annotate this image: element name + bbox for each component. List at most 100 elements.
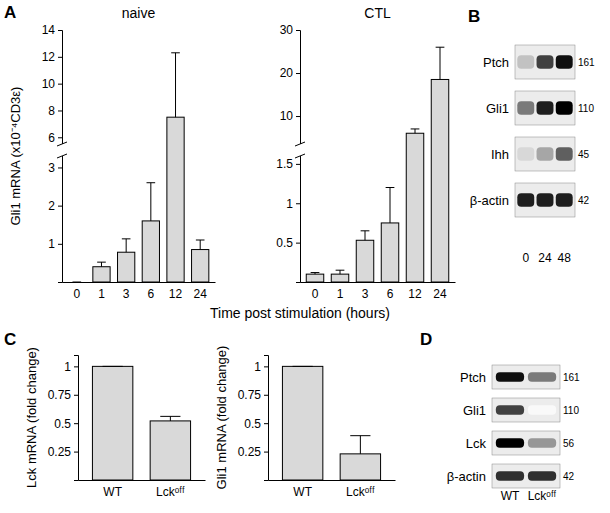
tick: 0.75 xyxy=(48,388,78,402)
blot-band xyxy=(528,372,556,382)
error-cap xyxy=(171,52,180,53)
blot-label: Ihh xyxy=(491,147,509,162)
tick-mark xyxy=(296,243,300,244)
tick: 0.25 xyxy=(48,445,78,459)
error-stem xyxy=(200,240,201,250)
error-bar xyxy=(411,129,420,133)
blot-band xyxy=(537,101,554,115)
bar xyxy=(356,240,374,282)
blot-label: β-actin xyxy=(447,469,486,484)
tick-label: 1 xyxy=(64,360,71,374)
tick-mark xyxy=(74,423,78,424)
error-bar xyxy=(122,239,131,252)
error-cap xyxy=(122,238,131,239)
tick: 2 xyxy=(48,199,62,213)
error-bar xyxy=(196,240,205,250)
blot-band xyxy=(496,372,524,382)
chart: 0.250.50.751WTLckᵒᶠᶠGli1 mRNA (fold chan… xyxy=(214,346,396,500)
blot-label: Ptch xyxy=(483,55,509,70)
bar xyxy=(118,252,135,282)
error-stem xyxy=(390,188,391,223)
error-bar xyxy=(103,366,123,367)
axis-break-gap xyxy=(297,144,303,156)
axis-line xyxy=(301,282,456,283)
blot-band xyxy=(496,438,524,448)
tick: 1 xyxy=(286,197,300,211)
tick: 12 xyxy=(169,287,183,301)
tick-label: WT xyxy=(103,485,122,499)
y-axis: 0.25 0.5 0.75 1 xyxy=(238,356,269,481)
blot-band xyxy=(528,471,556,481)
tick-label: 0 xyxy=(73,287,80,301)
error-bar xyxy=(350,436,370,454)
tick: 0.5 xyxy=(54,417,78,431)
blot-band xyxy=(528,438,556,448)
bar xyxy=(142,221,159,282)
error-bar xyxy=(147,183,156,221)
tick-label: 1 xyxy=(254,360,261,374)
bar xyxy=(167,117,184,282)
tick-label: 0.5 xyxy=(244,417,261,431)
tick-label: 14 xyxy=(42,23,56,37)
tick: 1 xyxy=(64,360,78,374)
axis-line xyxy=(63,282,216,283)
tick-label: 20 xyxy=(280,66,294,80)
blot-strip xyxy=(492,464,560,488)
axis-line xyxy=(79,480,206,481)
chart-title: naive xyxy=(122,5,156,21)
tick-label: 1 xyxy=(48,237,55,251)
plot-area xyxy=(92,366,190,480)
error-cap xyxy=(72,282,81,283)
error-bar xyxy=(171,53,180,117)
blot-band xyxy=(537,55,554,69)
tick-label: 30 xyxy=(280,23,294,37)
tick-mark xyxy=(74,452,78,453)
error-cap xyxy=(196,240,205,241)
blot-band xyxy=(556,101,573,115)
tick-label: 6 xyxy=(147,287,154,301)
tick: 0.75 xyxy=(238,388,268,402)
tick-mark xyxy=(264,366,268,367)
tick: Lckᵒᶠᶠ xyxy=(156,485,185,499)
error-bar xyxy=(436,47,445,79)
error-cap xyxy=(411,128,420,129)
tick-label: 0.5 xyxy=(276,236,293,250)
error-bar xyxy=(97,262,106,267)
chart: 0.511.510203001361224CTL xyxy=(276,5,455,301)
error-stem xyxy=(360,436,361,454)
tick-label: 24 xyxy=(433,287,447,301)
tick-mark xyxy=(74,366,78,367)
bar xyxy=(92,366,132,480)
error-stem xyxy=(440,47,441,79)
blot-strip xyxy=(492,365,560,389)
blot-band xyxy=(517,55,534,69)
tick: 3 xyxy=(362,287,369,301)
error-bar xyxy=(293,366,313,367)
blot-strip xyxy=(515,137,575,171)
blot-label: Gli1 xyxy=(463,403,486,418)
tick: WT xyxy=(103,485,122,499)
tick-label: 1 xyxy=(286,197,293,211)
tick-mark xyxy=(58,57,62,58)
tick: 14 xyxy=(42,23,62,37)
error-cap xyxy=(361,230,370,231)
bar xyxy=(306,274,324,282)
tick-mark xyxy=(296,30,300,31)
bar xyxy=(150,421,190,480)
error-bar xyxy=(72,282,81,283)
tick: 24 xyxy=(433,287,447,301)
tick-label: 10 xyxy=(42,77,56,91)
blot-size: 42 xyxy=(578,195,590,206)
tick-mark xyxy=(58,137,62,138)
error-cap xyxy=(436,47,445,48)
bar xyxy=(68,282,85,283)
tick: 0.25 xyxy=(238,445,268,459)
blot-label: β-actin xyxy=(470,193,509,208)
error-bar xyxy=(160,416,180,421)
error-cap xyxy=(147,182,156,183)
error-cap xyxy=(336,270,345,271)
blot-band xyxy=(517,101,534,115)
tick-mark xyxy=(264,452,268,453)
chart-title: CTL xyxy=(364,5,391,21)
tick-mark xyxy=(58,30,62,31)
